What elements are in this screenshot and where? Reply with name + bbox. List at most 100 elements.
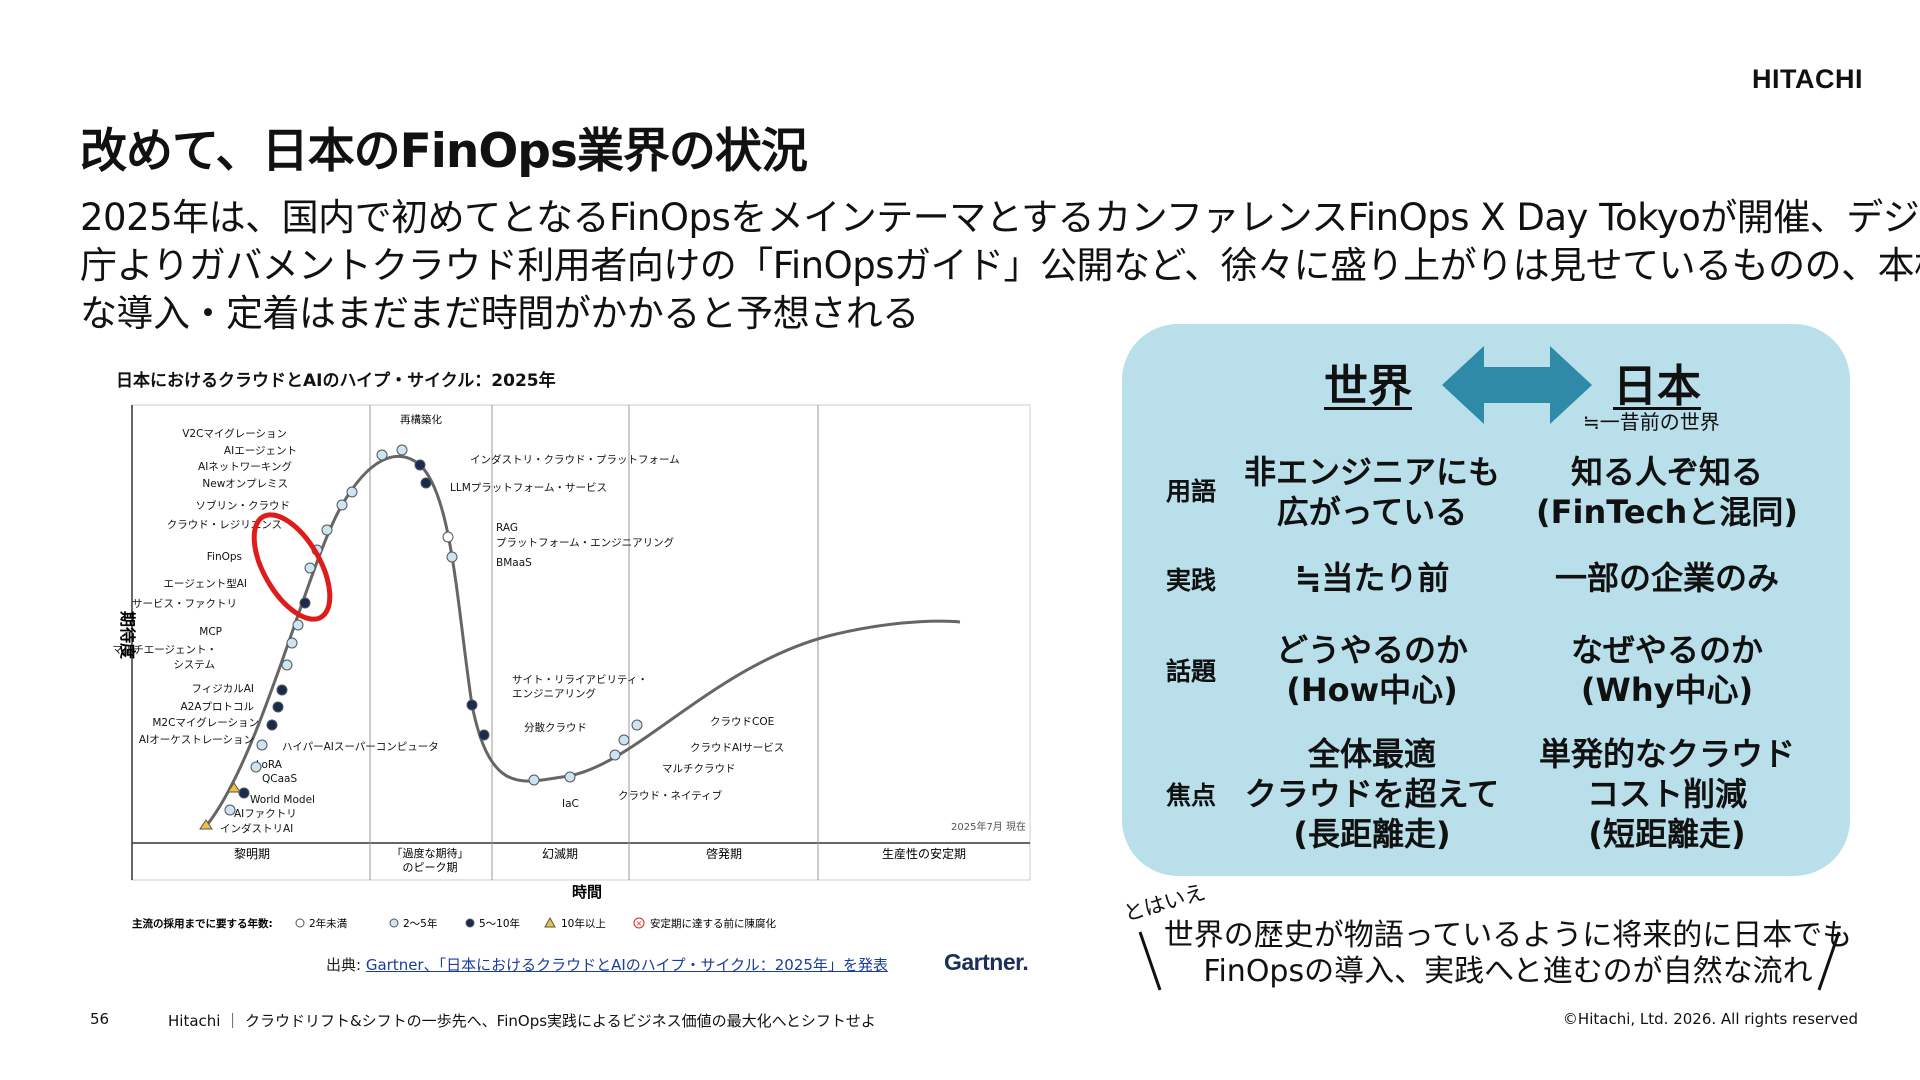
item-label: IaC [562,798,579,810]
data-point [609,749,621,761]
page-title: 改めて、日本のFinOps業界の状況 [80,124,808,179]
item-label: サービス・ファクトリ [132,598,237,610]
data-point [618,734,630,746]
page-number: 56 [90,1010,110,1028]
item-label: FinOps [207,551,242,563]
data-point [528,774,540,786]
subtitle: 2025年は、国内で初めてとなるFinOpsをメインテーマとするカンファレンスF… [80,194,1920,338]
item-label: プラットフォーム・エンジニアリング [496,536,675,549]
phase-label: 生産性の安定期 [882,846,966,861]
item-label: AIエージェント [224,445,297,457]
conclusion-quote: 世界の歴史が物語っているように将来的に日本でも FinOpsの導入、実践へと進む… [1148,918,1868,990]
data-point [304,562,316,574]
japan-cell: 一部の企業のみ [1554,559,1779,597]
item-label: A2Aプロトコル [180,701,254,713]
right-items: 再構築化 インダストリ・クラウド・プラットフォーム LLMプラットフォーム・サー… [282,413,784,810]
phase-label: 啓発期 [706,846,742,861]
japan-cell: 知る人ぞ知る (FinTechと混同) [1536,453,1798,531]
japan-cell: 単発的なクラウド コスト削減 (短距離走) [1538,735,1795,853]
legend: 主流の採用までに要する年数: 2年未満 2〜5年 5〜10年 10年以上 × 安… [132,916,776,930]
row-label: 焦点 [1166,781,1217,810]
legend-marker [295,918,305,928]
legend-title: 主流の採用までに要する年数: [132,917,273,930]
bidirectional-arrow-icon [1442,346,1592,424]
data-point [446,551,458,563]
row-label: 話題 [1166,657,1217,686]
svg-text:×: × [636,919,643,928]
phase-label: のピーク期 [403,861,458,874]
phase-label: 幻滅期 [542,847,578,861]
data-point [564,771,576,783]
row-label: 実践 [1166,566,1217,595]
row-label: 用語 [1166,477,1217,506]
data-point [276,684,288,696]
data-point [478,729,490,741]
source-link[interactable]: Gartner、「日本におけるクラウドとAIのハイプ・サイクル：2025年」を発… [365,956,888,974]
legend-item: 10年以上 [561,917,606,930]
data-point [346,486,358,498]
source-prefix: 出典: [326,956,366,974]
item-label: Newオンプレミス [202,478,288,490]
data-point [376,449,388,461]
item-label: V2Cマイグレーション [182,427,287,440]
item-label: AIオーケストレーション [139,734,254,746]
item-label: World Model [250,794,315,806]
world-cell: ≒当たり前 [1294,559,1450,597]
highlight-ellipse [251,512,333,622]
item-label: エージェント型AI [163,577,247,590]
data-point [299,597,311,609]
data-point [250,761,262,773]
item-label: クラウドAIサービス [690,742,784,754]
hype-cycle-chart: 期待度 黎明期 「過度な期待」 のピーク期 幻滅期 啓発期 生産性の安定期 20… [112,404,1031,930]
item-label: マルチエージェント・ [112,644,217,656]
legend-item: 5〜10年 [479,917,520,930]
item-label: エンジニアリング [512,687,596,700]
item-label: マルチクラウド [662,763,736,775]
data-point [420,477,432,489]
left-items: V2Cマイグレーション AIエージェント AIネットワーキング Newオンプレミ… [112,427,315,835]
gartner-logo: Gartner. [944,949,1029,975]
hype-cycle-title: 日本におけるクラウドとAIのハイプ・サイクル：2025年 [116,371,556,391]
footer-text: Hitachi ｜ クラウドリフト&シフトの一歩先へ、FinOps実践によるビジ… [168,1012,876,1030]
japan-note: ≒一昔前の世界 [1583,410,1720,434]
item-label: 分散クラウド [524,721,587,734]
legend-item: 安定期に達する前に陳腐化 [650,917,776,930]
item-label: QCaaS [262,773,297,785]
legend-item: 2年未満 [309,917,348,930]
data-point [336,499,348,511]
data-point [224,804,236,816]
curve-points [224,444,643,816]
data-point [256,739,268,751]
item-label: ソブリン・クラウド [196,499,291,512]
hype-curve [205,455,961,826]
quote-line: 世界の歴史が物語っているように将来的に日本でも [1163,918,1853,953]
item-label: インダストリ・クラウド・プラットフォーム [470,453,680,466]
data-point [227,782,241,793]
item-label: サイト・リライアビリティ・ [512,674,648,686]
phase-label: 「過度な期待」 [392,846,469,860]
quote-line: FinOpsの導入、実践へと進むのが自然な流れ [1203,954,1813,989]
legend-marker [389,918,399,928]
data-point [321,524,333,536]
data-point [466,699,478,711]
item-label: AIネットワーキング [198,460,292,473]
legend-item: 2〜5年 [403,917,437,930]
legend-marker [544,916,556,928]
data-point [414,459,426,471]
date-note: 2025年7月 現在 [951,820,1026,833]
item-label: システム [173,659,215,671]
item-label: MCP [199,626,222,638]
heading-japan: 日本 [1613,361,1701,412]
legend-marker [465,918,475,928]
item-label: AIファクトリ [234,808,297,820]
data-point [199,819,213,830]
item-label: 再構築化 [400,413,442,426]
y-axis-label: 期待度 [118,611,137,660]
quote-mark-left [1138,931,1162,991]
hitachi-logo: HITACHI [1752,64,1863,94]
world-cell: どうやるのか (How中心) [1275,631,1468,709]
subtitle-line: 庁よりガバメントクラウド利用者向けの「FinOpsガイド」公開など、徐々に盛り上… [80,244,1920,287]
item-label: インダストリAI [220,822,293,835]
data-point [281,659,293,671]
data-point [238,787,250,799]
